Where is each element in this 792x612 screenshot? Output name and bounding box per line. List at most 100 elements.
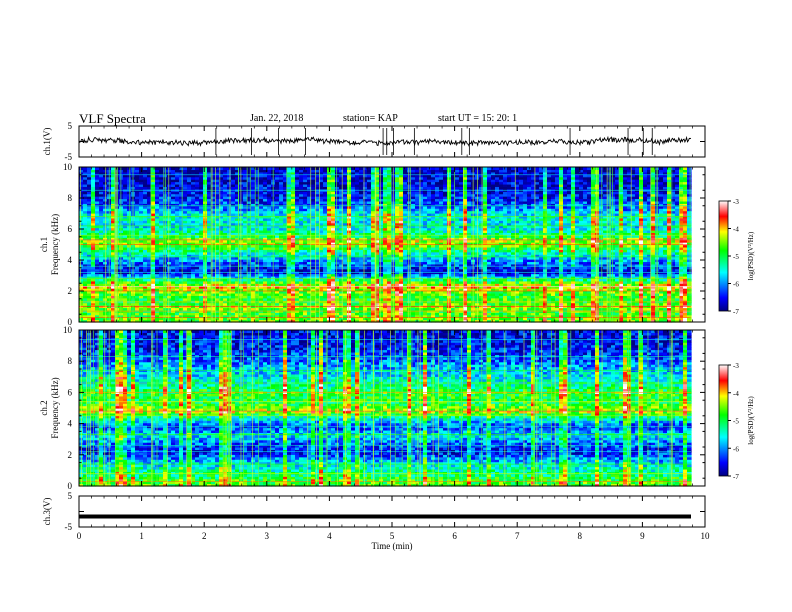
spectrogram-cell xyxy=(179,268,184,272)
spectrogram-cell xyxy=(371,193,376,197)
spectrogram-cell xyxy=(143,292,148,296)
spectrogram-cell xyxy=(91,169,96,173)
spectrogram-cell xyxy=(207,273,212,277)
spectrogram-cell xyxy=(171,171,176,175)
spectrogram-cell xyxy=(275,167,280,171)
spectrogram-cell xyxy=(83,275,88,279)
spectrogram-cell xyxy=(207,261,212,265)
spectrogram-cell xyxy=(263,167,268,171)
spectrogram-cell xyxy=(315,196,320,200)
spectrogram-cell xyxy=(375,222,380,226)
spectrogram-cell xyxy=(315,266,320,270)
spectrogram-cell xyxy=(327,259,332,263)
spectrogram-cell xyxy=(231,244,236,248)
spectrogram-cell xyxy=(179,266,184,270)
spectrogram-cell xyxy=(379,208,384,212)
spectrogram-cell xyxy=(319,268,324,272)
spectrogram-cell xyxy=(151,176,156,180)
spectrogram-cell xyxy=(83,225,88,229)
spectrogram-cell xyxy=(83,179,88,183)
spectrogram-cell xyxy=(387,283,392,287)
spectrogram-cell xyxy=(143,246,148,250)
spectrogram-cell xyxy=(187,213,192,217)
spectrogram-cell xyxy=(159,254,164,258)
spectrogram-cell xyxy=(199,208,204,212)
spectrogram-cell xyxy=(119,261,124,265)
spectrogram-cell xyxy=(187,176,192,180)
spectrogram-cell xyxy=(183,292,188,296)
spectrogram-cell xyxy=(211,263,216,267)
spectrogram-cell xyxy=(119,179,124,183)
spectrogram-cell xyxy=(135,191,140,195)
spectrogram-cell xyxy=(151,186,156,190)
spectrogram-cell xyxy=(127,220,132,224)
spectrogram-cell xyxy=(91,229,96,233)
spectrogram-cell xyxy=(367,266,372,270)
spectrogram-cell xyxy=(151,210,156,214)
spectrogram-cell xyxy=(307,288,312,292)
spectrogram-cell xyxy=(351,229,356,233)
spectrogram-cell xyxy=(243,312,248,316)
spectrogram-cell xyxy=(259,288,264,292)
spectrogram-cell xyxy=(347,268,352,272)
spectrogram-cell xyxy=(211,210,216,214)
spectrogram-cell xyxy=(311,280,316,284)
spectrogram-cell xyxy=(235,278,240,282)
spectrogram-cell xyxy=(83,227,88,231)
spectrogram-cell xyxy=(279,285,284,289)
spectrogram-cell xyxy=(331,205,336,209)
spectrogram-cell xyxy=(307,297,312,301)
spectrogram-cell xyxy=(119,174,124,178)
spectrogram-cell xyxy=(175,203,180,207)
spectrogram-cell xyxy=(195,220,200,224)
spectrogram-cell xyxy=(95,215,100,219)
spectrogram-cell xyxy=(227,225,232,229)
spectrogram-cell xyxy=(311,239,316,243)
spectrogram-cell xyxy=(211,302,216,306)
spectrogram-cell xyxy=(327,203,332,207)
spectrogram-cell xyxy=(167,210,172,214)
spectrogram-cell xyxy=(375,191,380,195)
spectrogram-cell xyxy=(95,297,100,301)
spectrogram-cell xyxy=(135,297,140,301)
spectrogram-cell xyxy=(331,196,336,200)
spectrogram-cell xyxy=(195,297,200,301)
spectrogram-cell xyxy=(251,317,256,321)
spectrogram-cell xyxy=(159,191,164,195)
spectrogram-cell xyxy=(387,186,392,190)
spectrogram-cell xyxy=(367,312,372,316)
spectrogram-cell xyxy=(155,290,160,294)
spectrogram-cell xyxy=(191,242,196,246)
spectrogram-cell xyxy=(139,246,144,250)
spectrogram-cell xyxy=(87,222,92,226)
spectrogram-cell xyxy=(195,200,200,204)
spectrogram-cell xyxy=(111,254,116,258)
spectrogram-cell xyxy=(351,222,356,226)
spectrogram-cell xyxy=(355,283,360,287)
spectrogram-cell xyxy=(135,227,140,231)
spectrogram-cell xyxy=(99,246,104,250)
spectrogram-cell xyxy=(103,193,108,197)
spectrogram-cell xyxy=(183,268,188,272)
spectrogram-cell xyxy=(371,275,376,279)
spectrogram-cell xyxy=(211,234,216,238)
spectrogram-cell xyxy=(103,292,108,296)
spectrogram-cell xyxy=(187,302,192,306)
spectrogram-cell xyxy=(363,220,368,224)
spectrogram-cell xyxy=(243,176,248,180)
spectrogram-cell xyxy=(191,220,196,224)
spectrogram-cell xyxy=(195,193,200,197)
spectrogram-cell xyxy=(247,259,252,263)
spectrogram-cell xyxy=(283,302,288,306)
spectrogram-cell xyxy=(267,239,272,243)
spectrogram-cell xyxy=(375,203,380,207)
spectrogram-cell xyxy=(99,242,104,246)
spectrogram-cell xyxy=(371,191,376,195)
spectrogram-cell xyxy=(351,283,356,287)
spectrogram-cell xyxy=(139,183,144,187)
spectrogram-cell xyxy=(239,171,244,175)
spectrogram-cell xyxy=(171,266,176,270)
spectrogram-cell xyxy=(315,254,320,258)
spectrogram-cell xyxy=(223,237,228,241)
spectrogram-cell xyxy=(319,249,324,253)
